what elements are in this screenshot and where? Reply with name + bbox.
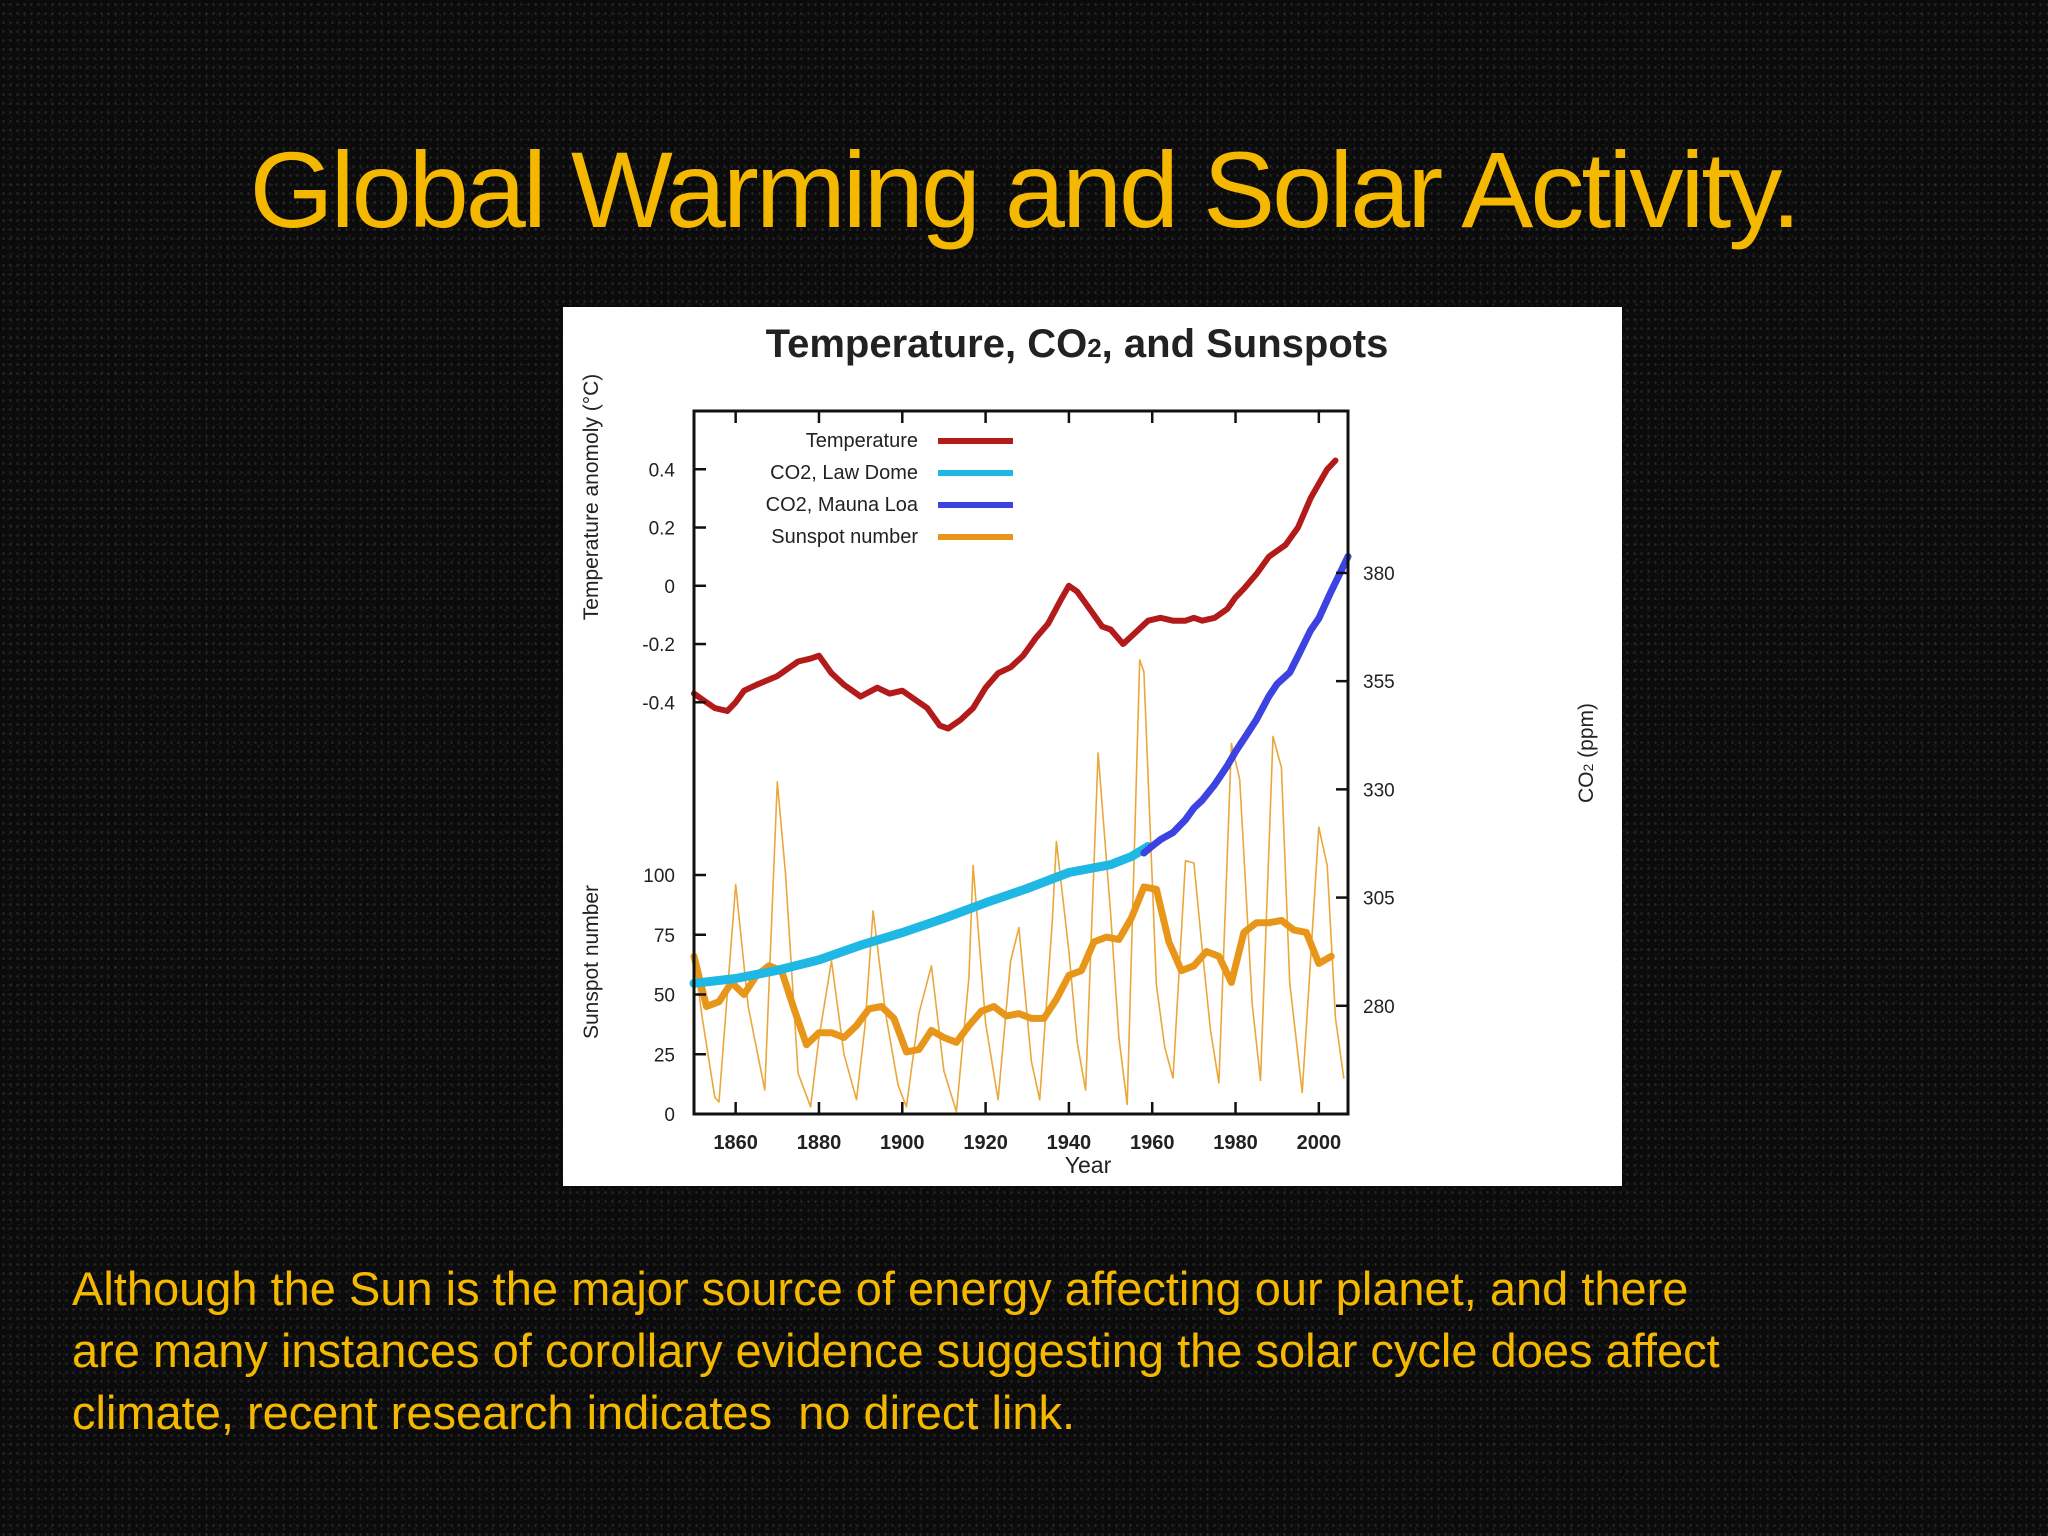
x-tick-label: 2000: [1297, 1132, 1342, 1154]
axis-layer: 1860 1880 1900 1920 1940 1960 1980 2000 0.4 0.2 0 -…: [642, 411, 1395, 1154]
x-tick-label: 1980: [1213, 1132, 1258, 1154]
legend-label: CO2, Mauna Loa: [766, 494, 919, 516]
caption-line: are many instances of corollary evidence…: [72, 1324, 1720, 1377]
sunspot-tick-label: 100: [643, 866, 675, 887]
co2-tick-label: 280: [1363, 997, 1395, 1018]
sunspot-tick-label: 0: [664, 1105, 675, 1126]
temperature-tick-label: 0: [664, 577, 675, 598]
x-tick-label: 1940: [1047, 1132, 1092, 1154]
legend: Temperature CO2, Law Dome CO2, Mauna Loa Su…: [766, 430, 1013, 548]
caption-line: Although the Sun is the major source of …: [72, 1262, 1689, 1315]
series-line-co2-mauna-loa: [1140, 553, 1352, 857]
co2-axis-label: CO2 (ppm): [1575, 703, 1598, 803]
legend-label: Sunspot number: [771, 526, 918, 548]
series-line-co2-law-dome: [689, 842, 1153, 988]
plot-frame: [692, 409, 1350, 1116]
series-line-sunspot-number-annual: [693, 659, 1345, 1113]
temperature-tick-label: 0.4: [649, 460, 676, 481]
legend-label: CO2, Law Dome: [770, 462, 918, 484]
slide-title: Global Warming and Solar Activity.: [249, 129, 1802, 250]
co2-tick-label: 330: [1363, 780, 1395, 801]
chart-panel: Temperature, CO2, and Sunspots 1860 1880 1…: [563, 307, 1622, 1186]
sunspot-tick-label: 25: [654, 1045, 675, 1066]
caption: Although the Sun is the major source of …: [72, 1258, 1972, 1444]
x-tick-label: 1860: [713, 1132, 758, 1154]
sunspot-axis-label: Sunspot number: [580, 885, 603, 1039]
sunspot-tick-label: 75: [654, 926, 675, 947]
series-layer: [689, 457, 1352, 1113]
sunspot-tick-label: 50: [654, 986, 675, 1007]
chart-title: Temperature, CO2, and Sunspots: [766, 322, 1389, 366]
x-tick-label: 1920: [963, 1132, 1008, 1154]
x-axis-label: Year: [1065, 1152, 1112, 1178]
caption-line: climate, recent research indicates no di…: [72, 1386, 1076, 1439]
co2-tick-label: 305: [1363, 889, 1395, 910]
x-tick-label: 1960: [1130, 1132, 1175, 1154]
x-tick-label: 1880: [797, 1132, 842, 1154]
legend-label: Temperature: [806, 430, 918, 452]
temperature-tick-label: 0.2: [649, 519, 675, 540]
temperature-tick-label: -0.4: [642, 693, 675, 714]
co2-tick-label: 355: [1363, 672, 1395, 693]
series-line-sunspot-number: [690, 883, 1335, 1056]
chart-svg: Temperature, CO2, and Sunspots 1860 1880 1…: [580, 322, 1598, 1178]
temperature-axis-label: Temperature anomoly (°C): [580, 374, 603, 620]
co2-tick-label: 380: [1363, 564, 1395, 585]
temperature-tick-label: -0.2: [642, 635, 675, 656]
x-tick-label: 1900: [880, 1132, 925, 1154]
series-line-temperature: [691, 457, 1339, 732]
